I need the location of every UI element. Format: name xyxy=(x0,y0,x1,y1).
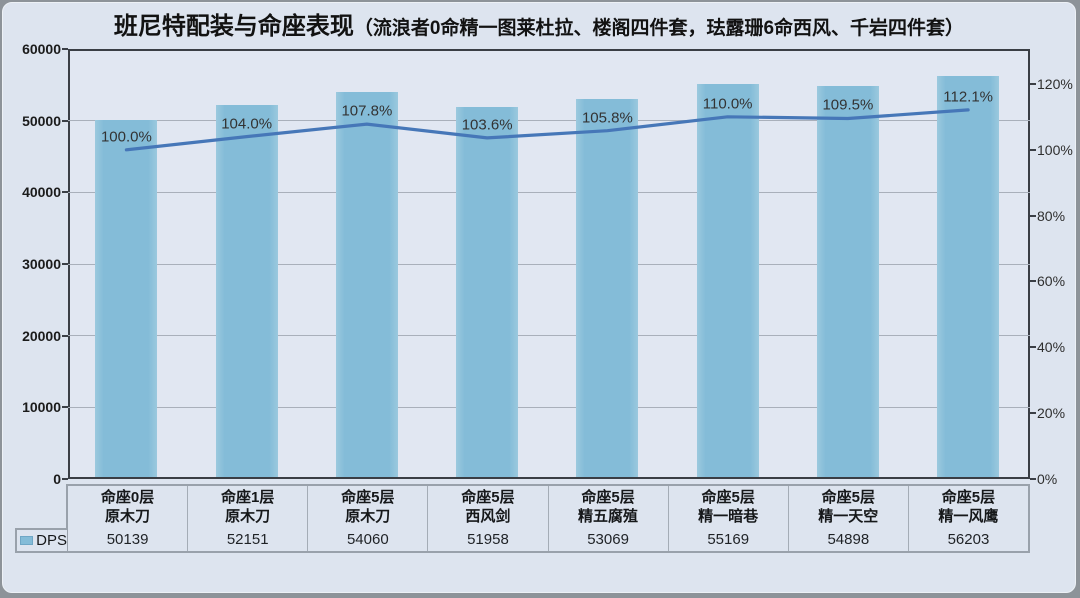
right-axis-tickmark xyxy=(1030,478,1036,480)
dps-bar xyxy=(215,105,278,477)
pct-data-label: 110.0% xyxy=(702,95,753,113)
table-header-row: 命座0层 原木刀 命座1层 原木刀 命座5层 原木刀 命座5层 西风剑 命座5层 精五腐殖 命座5层… xyxy=(66,484,1030,529)
dps-bar xyxy=(576,98,639,477)
h-gridline xyxy=(68,335,1030,337)
right-axis-tickmark xyxy=(1030,412,1036,415)
category-label-line: 命座5层 xyxy=(581,489,635,506)
category-label-line: 原木刀 xyxy=(345,508,391,525)
category-label-line: 命座5层 xyxy=(941,489,996,506)
dps-legend-label: DPS xyxy=(36,532,67,549)
h-gridline xyxy=(68,191,1030,193)
left-axis-tick-label: 50000 xyxy=(22,112,61,129)
table-header-cell: 命座5层原木刀 xyxy=(307,486,427,528)
pct-data-label: 105.8% xyxy=(581,109,633,127)
dps-bar xyxy=(335,91,398,477)
dps-bar xyxy=(95,119,158,477)
left-axis-tick-label: 0 xyxy=(53,471,61,487)
dps-value: 50139 xyxy=(106,531,149,548)
right-axis-tick-label: 60% xyxy=(1037,273,1066,290)
category-label-line: 西风剑 xyxy=(465,508,511,525)
dps-value: 53069 xyxy=(587,531,629,548)
category-label-line: 精一风鹰 xyxy=(938,508,999,525)
dps-value: 54060 xyxy=(346,531,389,548)
left-axis-tick-label: 60000 xyxy=(22,41,61,57)
chart-title-sub: （流浪者0命精一图莱杜拉、楼阁四件套，珐露珊6命西风、千岩四件套） xyxy=(353,18,965,39)
table-value-cell: 50139 xyxy=(68,528,187,551)
pct-data-label: 109.5% xyxy=(822,96,874,114)
table-header-cell: 命座5层精五腐殖 xyxy=(547,486,668,528)
category-label-line: 命座5层 xyxy=(461,489,515,506)
right-axis-tick-label: 20% xyxy=(1037,405,1066,422)
h-gridline xyxy=(68,406,1030,408)
table-header-cell: 命座5层精一暗巷 xyxy=(667,486,788,528)
dps-bar xyxy=(816,85,879,477)
table-header-cell: 命座5层精一风鹰 xyxy=(907,486,1028,528)
table-header-cell: 命座5层西风剑 xyxy=(427,486,547,528)
chart-title-main: 班尼特配装与命座表现 xyxy=(113,13,354,40)
table-value-cell: 51958 xyxy=(427,528,547,551)
category-label-line: 命座5层 xyxy=(821,489,875,506)
table-value-cell: 54060 xyxy=(307,528,427,551)
right-axis-tick-label: 0% xyxy=(1037,471,1058,487)
table-value-cell: 56203 xyxy=(907,528,1028,551)
left-axis-tickmark xyxy=(62,263,68,265)
pct-data-label: 104.0% xyxy=(221,115,273,133)
table-value-cell: 54898 xyxy=(787,528,908,551)
right-axis-tickmark xyxy=(1030,214,1036,217)
dps-value: 54898 xyxy=(827,531,870,548)
left-axis-tick-label: 40000 xyxy=(22,184,61,201)
right-axis-tickmark xyxy=(1030,148,1036,151)
right-axis-tick-label: 80% xyxy=(1037,207,1066,224)
left-axis-tickmark xyxy=(62,191,68,194)
category-label-line: 命座1层 xyxy=(221,489,275,506)
left-axis-tickmark xyxy=(62,478,68,480)
table-header-cell: 命座1层原木刀 xyxy=(187,486,307,528)
h-gridline xyxy=(68,263,1030,265)
left-axis-tick-label: 10000 xyxy=(22,399,61,416)
dps-legend-swatch-icon xyxy=(20,536,34,545)
right-axis-tickmark xyxy=(1030,280,1036,283)
left-axis-tickmark xyxy=(62,406,68,409)
dps-value: 55169 xyxy=(707,531,750,548)
h-gridline xyxy=(68,120,1030,122)
table-value-row: 50139 52151 54060 51958 53069 55169 54898 56203 xyxy=(66,528,1030,553)
right-axis-tickmark xyxy=(1030,346,1036,349)
category-label-line: 命座0层 xyxy=(100,489,155,506)
left-axis-tickmark xyxy=(62,48,68,50)
left-axis-tick-label: 20000 xyxy=(22,327,61,344)
pct-data-label: 107.8% xyxy=(341,102,393,120)
right-axis-tick-label: 120% xyxy=(1037,75,1073,92)
category-label-line: 命座5层 xyxy=(701,489,755,506)
dps-bar xyxy=(937,76,1000,477)
left-axis-tickmark xyxy=(62,119,68,122)
table-header-cell: 命座5层精一天空 xyxy=(787,486,908,528)
right-axis-tick-label: 40% xyxy=(1037,339,1066,356)
table-value-cell: 53069 xyxy=(547,528,668,551)
category-label-line: 精一暗巷 xyxy=(698,508,759,525)
category-label-line: 精五腐殖 xyxy=(578,508,639,525)
chart-title: 班尼特配装与命座表现（流浪者0命精一图莱杜拉、楼阁四件套，珐露珊6命西风、千岩四… xyxy=(3,9,1075,45)
table-value-cell: 52151 xyxy=(187,528,307,551)
table-header-cell: 命座0层原木刀 xyxy=(68,486,187,528)
pct-data-label: 103.6% xyxy=(461,116,513,134)
dps-value: 51958 xyxy=(467,531,509,548)
right-axis-tickmark xyxy=(1030,82,1036,85)
dps-bar xyxy=(456,106,519,477)
dps-bar xyxy=(696,83,759,477)
pct-data-label: 112.1% xyxy=(943,88,994,106)
left-axis-tick-label: 30000 xyxy=(22,256,61,272)
left-axis-tickmark xyxy=(62,334,68,337)
dps-value: 56203 xyxy=(947,531,990,548)
dps-value: 52151 xyxy=(226,531,269,548)
category-label-line: 原木刀 xyxy=(225,508,271,525)
legend-cell: DPS xyxy=(15,528,67,553)
right-axis-tick-label: 100% xyxy=(1037,141,1073,158)
table-value-cell: 55169 xyxy=(667,528,788,551)
category-label-line: 原木刀 xyxy=(105,508,151,525)
category-label-line: 精一天空 xyxy=(818,508,879,525)
category-label-line: 命座5层 xyxy=(341,489,395,506)
pct-data-label: 100.0% xyxy=(100,128,152,146)
